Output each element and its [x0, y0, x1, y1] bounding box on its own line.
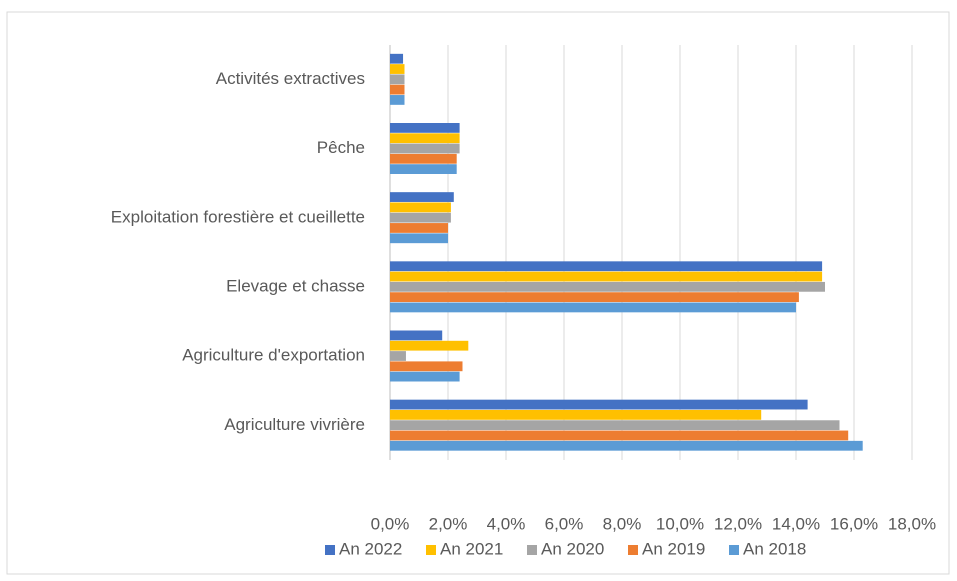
x-tick-label: 10,0%: [656, 514, 704, 533]
bar: [390, 64, 405, 74]
y-tick-label: Exploitation forestière et cueillette: [111, 207, 365, 226]
x-tick-label: 18,0%: [888, 514, 936, 533]
y-tick-label: Pêche: [317, 138, 365, 157]
legend-swatch: [325, 545, 335, 555]
bar: [390, 143, 460, 154]
bar: [390, 53, 404, 64]
x-tick-label: 8,0%: [603, 514, 642, 533]
x-tick-label: 4,0%: [487, 514, 526, 533]
legend-label: An 2018: [743, 539, 806, 558]
x-tick-label: 16,0%: [830, 514, 878, 533]
legend-label: An 2019: [642, 539, 705, 558]
x-tick-label: 14,0%: [772, 514, 820, 533]
legend-label: An 2021: [440, 539, 503, 558]
legend-swatch: [527, 545, 537, 555]
bar: [390, 351, 406, 361]
legend-swatch: [628, 545, 638, 555]
y-tick-label: Activités extractives: [216, 69, 365, 88]
y-tick-label: Agriculture d'exportation: [182, 346, 365, 365]
bar: [390, 420, 840, 431]
legend-swatch: [426, 545, 436, 555]
bar: [390, 192, 454, 202]
y-tick-label: Elevage et chasse: [226, 277, 365, 296]
bar: [390, 371, 460, 382]
legend-label: An 2020: [541, 539, 604, 558]
bar: [390, 233, 448, 244]
bar: [390, 399, 808, 410]
bar: [390, 202, 451, 213]
bar: [390, 281, 825, 292]
x-tick-label: 2,0%: [429, 514, 468, 533]
y-tick-label: Agriculture vivrière: [224, 415, 365, 434]
bar: [390, 74, 405, 85]
x-tick-label: 0,0%: [371, 514, 410, 533]
bar: [390, 261, 823, 272]
x-tick-label: 6,0%: [545, 514, 584, 533]
bar: [390, 164, 457, 174]
bar: [390, 409, 762, 420]
bar: [390, 223, 448, 233]
legend-swatch: [729, 545, 739, 555]
x-tick-label: 12,0%: [714, 514, 762, 533]
legend-label: An 2022: [339, 539, 402, 558]
bar: [390, 84, 405, 95]
bar: [390, 361, 463, 372]
bar: [390, 95, 405, 105]
bar: [390, 271, 823, 282]
bar: [390, 153, 457, 164]
bar: [390, 440, 863, 451]
bar: [390, 340, 469, 351]
bar: [390, 330, 443, 341]
bar: [390, 292, 799, 303]
bar: [390, 212, 451, 223]
bar: [390, 133, 460, 144]
bar: [390, 430, 849, 441]
bar: [390, 123, 460, 133]
bar: [390, 302, 796, 313]
